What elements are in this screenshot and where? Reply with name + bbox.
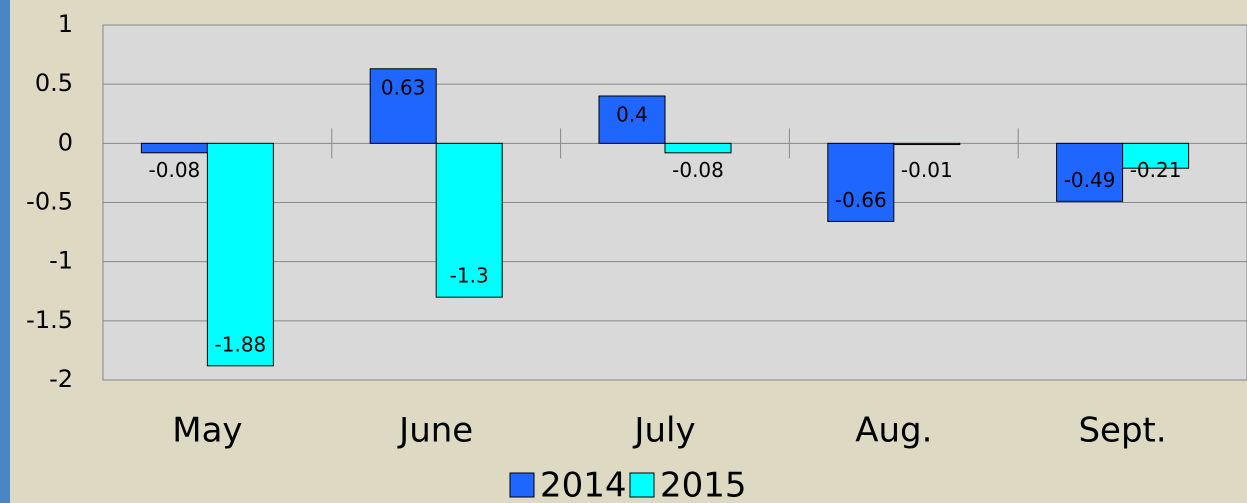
data-label: -1.3 xyxy=(450,264,489,288)
bar xyxy=(893,142,961,146)
bar xyxy=(206,142,274,367)
data-label: -0.49 xyxy=(1064,168,1116,192)
x-tick-label: July xyxy=(632,411,695,451)
y-tick-label: 1 xyxy=(58,10,73,38)
bar xyxy=(1056,142,1124,202)
data-label: -0.21 xyxy=(1130,158,1182,182)
bar xyxy=(1122,142,1190,169)
x-tick-label: Aug. xyxy=(855,411,932,451)
bar xyxy=(598,95,666,144)
bar xyxy=(664,142,732,154)
y-tick-label: -1 xyxy=(49,247,73,275)
data-label: 0.63 xyxy=(381,75,426,99)
x-tick-label: Sept. xyxy=(1078,411,1166,451)
y-tick-label: -1.5 xyxy=(26,306,73,334)
y-tick-label: 0.5 xyxy=(35,69,73,97)
data-label: -0.08 xyxy=(672,158,724,182)
data-label: -1.88 xyxy=(215,332,267,356)
y-tick-label: -0.5 xyxy=(26,188,73,216)
bar xyxy=(369,68,437,144)
legend-swatch xyxy=(509,472,535,498)
side-strip xyxy=(0,0,10,503)
y-tick-label: -2 xyxy=(49,365,73,393)
y-tick-label: 0 xyxy=(58,128,73,156)
legend-swatch xyxy=(629,472,655,498)
bar xyxy=(435,142,503,298)
data-label: -0.66 xyxy=(835,188,887,212)
legend-label: 2015 xyxy=(660,466,747,503)
data-label: -0.01 xyxy=(901,158,953,182)
data-label: -0.08 xyxy=(149,158,201,182)
bar xyxy=(827,142,895,222)
x-tick-label: June xyxy=(397,411,473,451)
data-label: 0.4 xyxy=(616,103,648,127)
bar xyxy=(140,142,208,154)
x-tick-label: May xyxy=(172,411,242,451)
legend-label: 2014 xyxy=(540,466,627,503)
